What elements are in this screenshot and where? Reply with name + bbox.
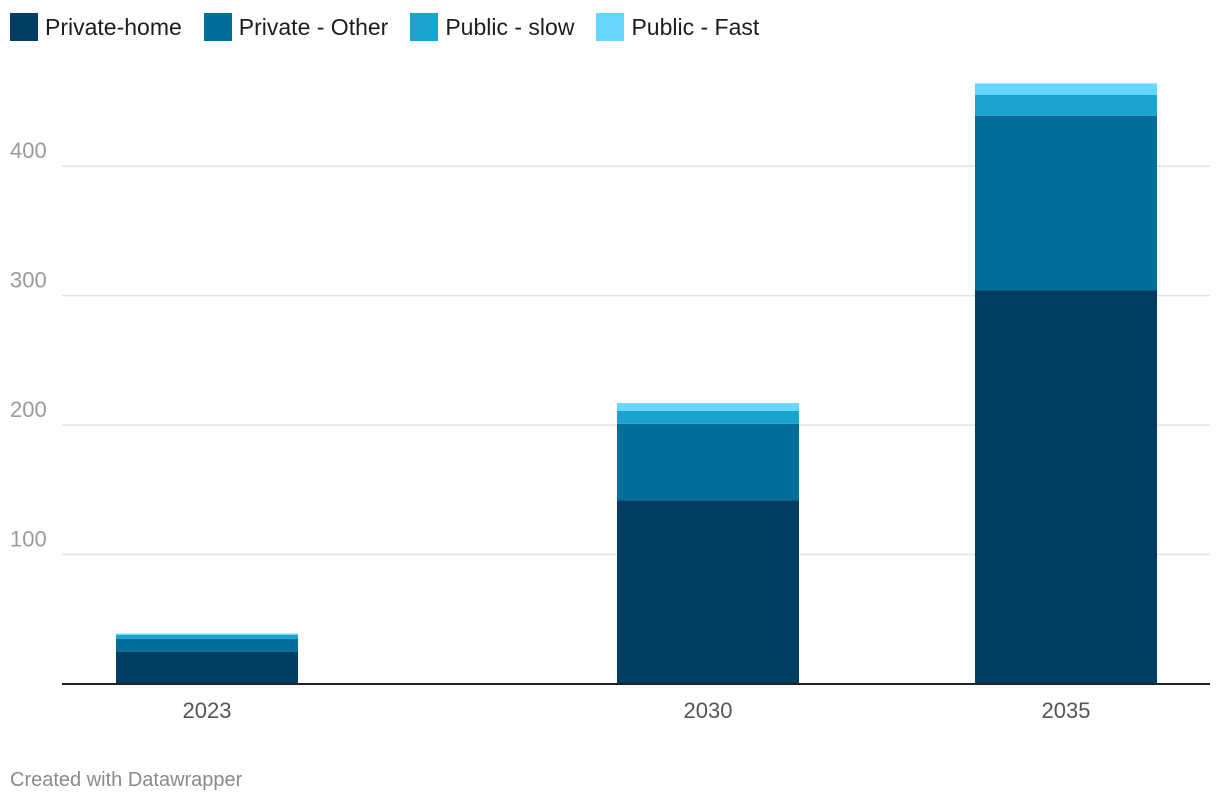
y-tick-label: 100	[10, 527, 47, 552]
bar-segment	[975, 290, 1157, 684]
y-tick-label: 200	[10, 397, 47, 422]
bar-segment	[975, 95, 1157, 116]
legend-label: Public - slow	[445, 13, 575, 40]
legend-label: Public - Fast	[631, 13, 760, 40]
legend-item: Private - Other	[203, 13, 389, 41]
legend-swatch	[410, 13, 439, 41]
legend-item: Private-home	[10, 13, 182, 41]
bar-segment	[617, 403, 799, 411]
x-tick-label: 2035	[1042, 698, 1091, 723]
chart-legend: Private-home Private - Other Public - slow…	[10, 12, 759, 42]
bar-segment	[116, 651, 298, 684]
bar-segment	[975, 83, 1157, 96]
bar-segment	[116, 634, 298, 639]
bar-segment	[116, 638, 298, 652]
bar-segment	[975, 115, 1157, 291]
bar-segment	[617, 410, 799, 424]
credit-text: Created with Datawrapper	[10, 769, 243, 791]
bar-segment	[617, 423, 799, 501]
legend-swatch	[203, 13, 232, 41]
bar-segment	[617, 500, 799, 684]
bar-segment	[116, 633, 298, 635]
x-tick-label: 2023	[183, 698, 232, 723]
x-tick-label: 2030	[684, 698, 733, 723]
legend-swatch	[596, 13, 625, 41]
legend-item: Public - slow	[410, 13, 574, 41]
legend-swatch	[10, 13, 38, 41]
y-tick-label: 400	[10, 138, 47, 163]
y-tick-label: 300	[10, 268, 47, 293]
legend-label: Private-home	[45, 13, 182, 40]
legend-label: Private - Other	[238, 13, 389, 40]
legend-item: Public - Fast	[596, 13, 759, 41]
